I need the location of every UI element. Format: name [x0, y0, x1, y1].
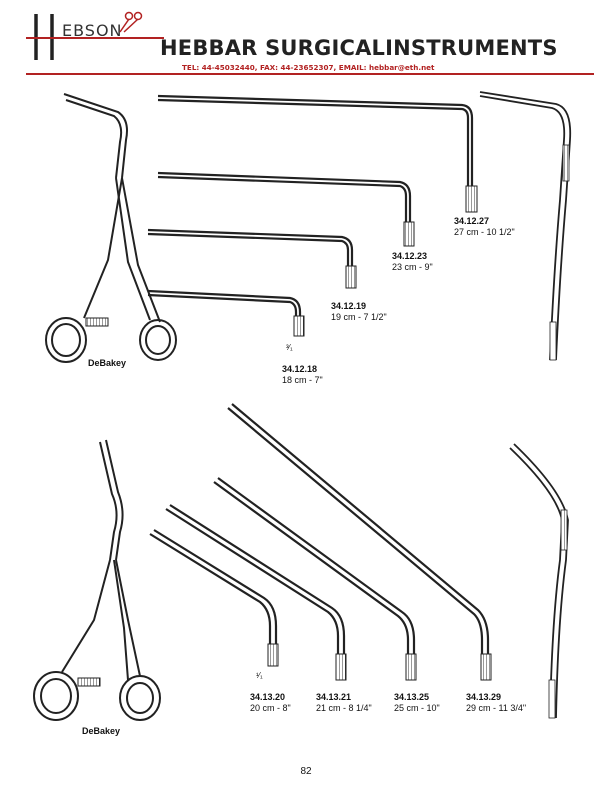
shaft-top-right: [479, 91, 572, 361]
item-label-34-13-25: 34.13.25 25 cm - 10": [394, 692, 440, 714]
clamp-34-12-18: [147, 289, 305, 337]
item-code: 34.12.27: [454, 216, 490, 226]
item-size: 19 cm - 7 1/2": [331, 312, 387, 322]
item-size: 23 cm - 9": [392, 262, 433, 272]
header-rule: [26, 73, 594, 75]
forceps-bottom: [33, 439, 161, 721]
item-code: 34.12.19: [331, 301, 367, 311]
svg-text:EBSON: EBSON: [62, 21, 123, 40]
item-code: 34.12.18: [282, 364, 318, 374]
item-label-34-13-29: 34.13.29 29 cm - 11 3/4": [466, 692, 526, 714]
scale-mark: ¹⁄₁: [256, 671, 263, 680]
item-size: 25 cm - 10": [394, 703, 440, 713]
clamp-34-12-23: [157, 171, 415, 247]
company-logo: EBSON: [26, 11, 164, 60]
company-name: HEBBAR SURGICALINSTRUMENTS: [160, 36, 558, 60]
item-size: 27 cm - 10 1/2": [454, 227, 515, 237]
clamp-34-12-27: [157, 94, 478, 213]
clamp-34-13-25: [213, 477, 417, 681]
forceps-top: [45, 93, 177, 363]
item-label-34-13-21: 34.13.21 21 cm - 8 1/4": [316, 692, 372, 714]
item-code: 34.13.25: [394, 692, 430, 702]
clamp-34-13-29: [227, 403, 492, 681]
instrument-name: DeBakey: [82, 726, 121, 736]
page-number: 82: [300, 766, 312, 777]
item-label-34-12-23: 34.12.23 23 cm - 9": [392, 251, 433, 273]
item-code: 34.12.23: [392, 251, 428, 261]
item-label-34-12-19: 34.12.19 19 cm - 7 1/2": [331, 301, 387, 323]
clamp-34-13-21: [165, 504, 347, 681]
clamp-34-13-20: [149, 529, 279, 667]
item-size: 20 cm - 8": [250, 703, 291, 713]
scale-mark: ³⁄₁: [286, 343, 293, 352]
item-label-34-12-27: 34.12.27 27 cm - 10 1/2": [454, 216, 515, 238]
clamp-34-12-19: [147, 228, 357, 289]
item-size: 21 cm - 8 1/4": [316, 703, 372, 713]
item-size: 18 cm - 7": [282, 375, 323, 385]
item-code: 34.13.20: [250, 692, 286, 702]
contact-line: TEL: 44-45032440, FAX: 44-23652307, EMAI…: [182, 63, 435, 72]
item-size: 29 cm - 11 3/4": [466, 703, 527, 713]
instrument-name: DeBakey: [88, 358, 127, 368]
shaft-bottom-right: [509, 443, 569, 719]
item-label-34-12-18: 34.12.18 18 cm - 7": [282, 364, 323, 386]
item-label-34-13-20: 34.13.20 20 cm - 8": [250, 692, 291, 714]
item-code: 34.13.29: [466, 692, 502, 702]
item-code: 34.13.21: [316, 692, 352, 702]
